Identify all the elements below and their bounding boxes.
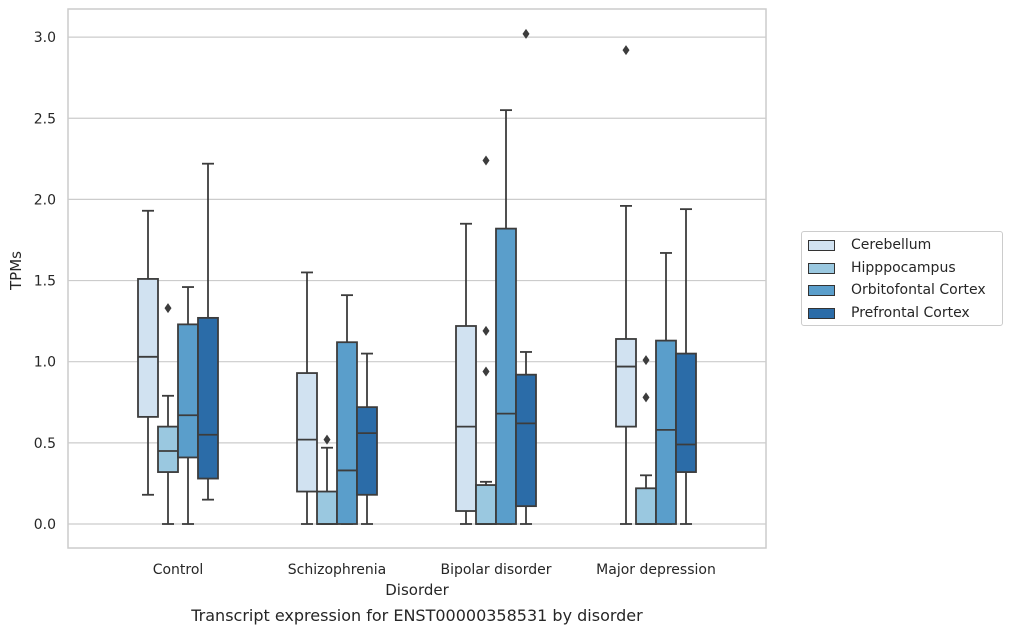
legend-label-cerebellum: Cerebellum — [851, 237, 932, 253]
y-tick-label: 2.0 — [34, 192, 56, 208]
flier-hipppocampus — [323, 434, 331, 445]
y-tick-label: 0.0 — [34, 517, 56, 533]
box-hipppocampus — [635, 487, 657, 525]
box-orbitofontal-cortex — [655, 339, 677, 525]
flier-hipppocampus — [642, 392, 650, 403]
legend-swatch-cerebellum — [808, 239, 835, 251]
legend-swatch-prefrontal-cortex — [808, 307, 835, 319]
box-cerebellum — [137, 278, 159, 418]
legend-item-hipppocampus: Hipppocampus — [808, 258, 956, 278]
x-tick-label: Schizophrenia — [288, 562, 386, 578]
box-cerebellum — [296, 372, 318, 493]
x-tick-label: Bipolar disorder — [440, 562, 551, 578]
box-prefrontal-cortex — [356, 406, 378, 496]
box-prefrontal-cortex — [675, 352, 697, 473]
x-tick-label: Control — [153, 562, 204, 578]
box-cerebellum — [455, 325, 477, 512]
y-axis-label: TPMs — [7, 251, 25, 291]
legend: Cerebellum Hipppocampus Orbitofontal Cor… — [801, 231, 1003, 326]
y-tick-label: 1.5 — [34, 274, 56, 290]
box-hipppocampus — [157, 425, 179, 473]
flier-hipppocampus — [164, 303, 172, 314]
box-hipppocampus — [475, 484, 497, 525]
legend-item-prefrontal-cortex: Prefrontal Cortex — [808, 303, 970, 323]
box-orbitofontal-cortex — [177, 323, 199, 459]
y-tick-label: 2.5 — [34, 111, 56, 127]
x-tick-label: Major depression — [596, 562, 716, 578]
y-tick-label: 1.0 — [34, 355, 56, 371]
figure-caption: Transcript expression for ENST0000035853… — [191, 606, 643, 625]
box-prefrontal-cortex — [197, 316, 219, 480]
legend-item-orbitofontal-cortex: Orbitofontal Cortex — [808, 280, 986, 300]
legend-item-cerebellum: Cerebellum — [808, 235, 931, 255]
legend-label-hipppocampus: Hipppocampus — [851, 260, 956, 276]
box-hipppocampus — [316, 490, 338, 525]
box-orbitofontal-cortex — [336, 341, 358, 525]
box-prefrontal-cortex — [515, 373, 537, 508]
flier-hipppocampus — [642, 355, 650, 366]
y-tick-label: 0.5 — [34, 436, 56, 452]
x-axis-label: Disorder — [385, 581, 449, 599]
legend-label-orbitofontal-cortex: Orbitofontal Cortex — [851, 282, 986, 298]
flier-hipppocampus — [482, 325, 490, 336]
box-cerebellum — [615, 338, 637, 428]
flier-cerebellum — [622, 45, 630, 56]
legend-label-prefrontal-cortex: Prefrontal Cortex — [851, 305, 970, 321]
box-orbitofontal-cortex — [495, 227, 517, 525]
flier-hipppocampus — [482, 155, 490, 166]
flier-hipppocampus — [482, 366, 490, 377]
flier-prefrontal-cortex — [522, 28, 530, 39]
legend-swatch-orbitofontal-cortex — [808, 284, 835, 296]
legend-swatch-hipppocampus — [808, 262, 835, 274]
y-tick-label: 3.0 — [34, 30, 56, 46]
